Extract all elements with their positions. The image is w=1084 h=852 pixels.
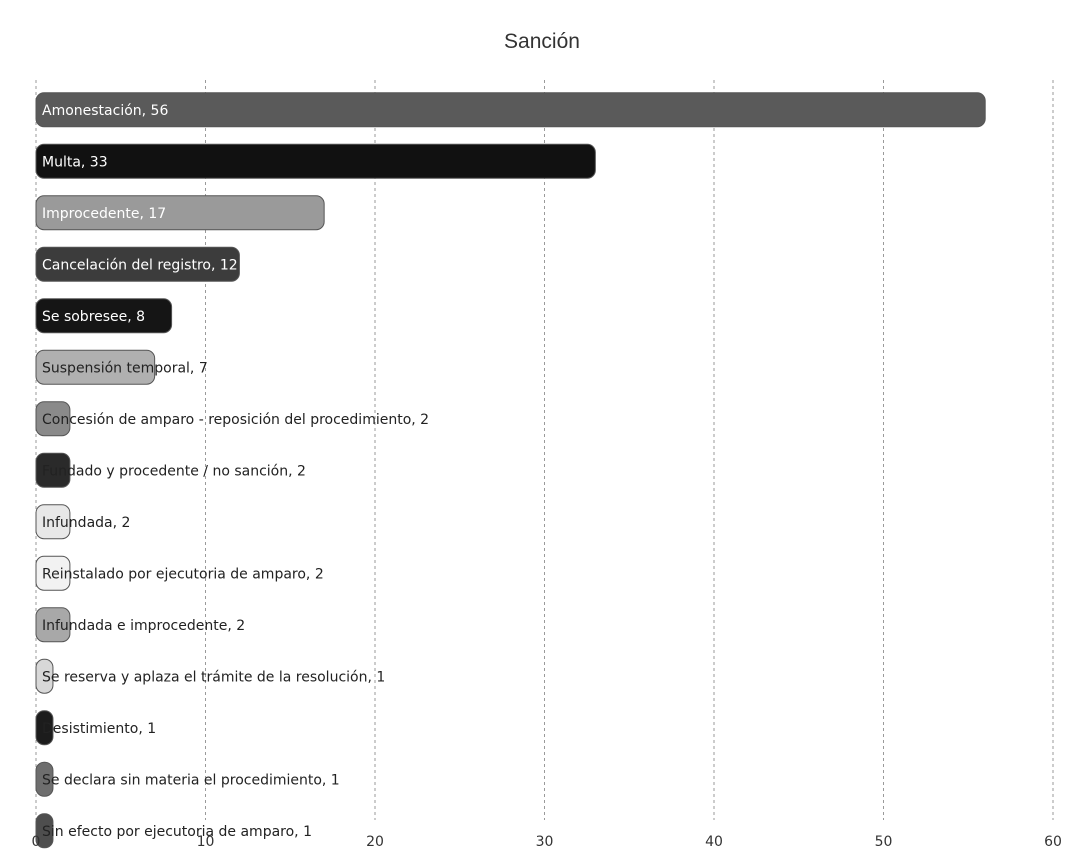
bar	[35, 813, 54, 849]
bar-data-label: Reinstalado por ejecutoria de amparo, 2	[42, 566, 324, 582]
bar-data-label: Se declara sin materia el procedimiento,…	[42, 772, 340, 788]
bar-layer	[35, 92, 986, 849]
bar-data-label: Fundado y procedente / no sanción, 2	[42, 463, 306, 479]
bar-data-label: Amonestación, 56	[42, 103, 168, 119]
bar	[35, 401, 71, 437]
x-tick-label: 50	[875, 834, 893, 850]
bar-data-label: Cancelación del registro, 12	[42, 257, 238, 273]
bar-data-label: Desistimiento, 1	[42, 721, 156, 737]
x-tick-label: 40	[705, 834, 723, 850]
bar-data-label: Sin efecto por ejecutoria de amparo, 1	[42, 824, 312, 840]
x-tick-label: 10	[197, 834, 215, 850]
bar	[35, 349, 156, 385]
bar	[35, 92, 986, 128]
bar	[35, 607, 71, 643]
label-layer: Amonestación, 56 Multa, 33 Improcedente, 1…	[42, 103, 429, 840]
bar-data-label: Suspensión temporal, 7	[42, 360, 208, 376]
bar	[35, 452, 71, 488]
bar-data-label: Se sobresee, 8	[42, 309, 145, 325]
bar	[35, 710, 54, 746]
bar-data-label: Multa, 33	[42, 154, 108, 170]
x-tick-label: 30	[536, 834, 554, 850]
bar	[35, 246, 240, 282]
x-tick-label: 20	[366, 834, 384, 850]
bar-data-label: Concesión de amparo - reposición del pro…	[42, 412, 429, 428]
bar	[35, 143, 596, 179]
bar	[35, 195, 325, 231]
bar-data-label: Infundada, 2	[42, 515, 130, 531]
bar-data-label: Infundada e improcedente, 2	[42, 618, 245, 634]
bar	[35, 658, 54, 694]
bar-data-label: Se reserva y aplaza el trámite de la res…	[42, 669, 385, 685]
grid-layer	[35, 80, 1054, 820]
tick-layer: 0 10 20 30 40 50 60	[32, 834, 1062, 850]
bar	[35, 761, 54, 797]
bar	[35, 555, 71, 591]
x-tick-label: 60	[1044, 834, 1062, 850]
chart-title: Sanción	[504, 30, 580, 53]
bar	[35, 504, 71, 540]
bar	[35, 298, 173, 334]
x-tick-label: 0	[32, 834, 41, 850]
bar-data-label: Improcedente, 17	[42, 206, 166, 222]
